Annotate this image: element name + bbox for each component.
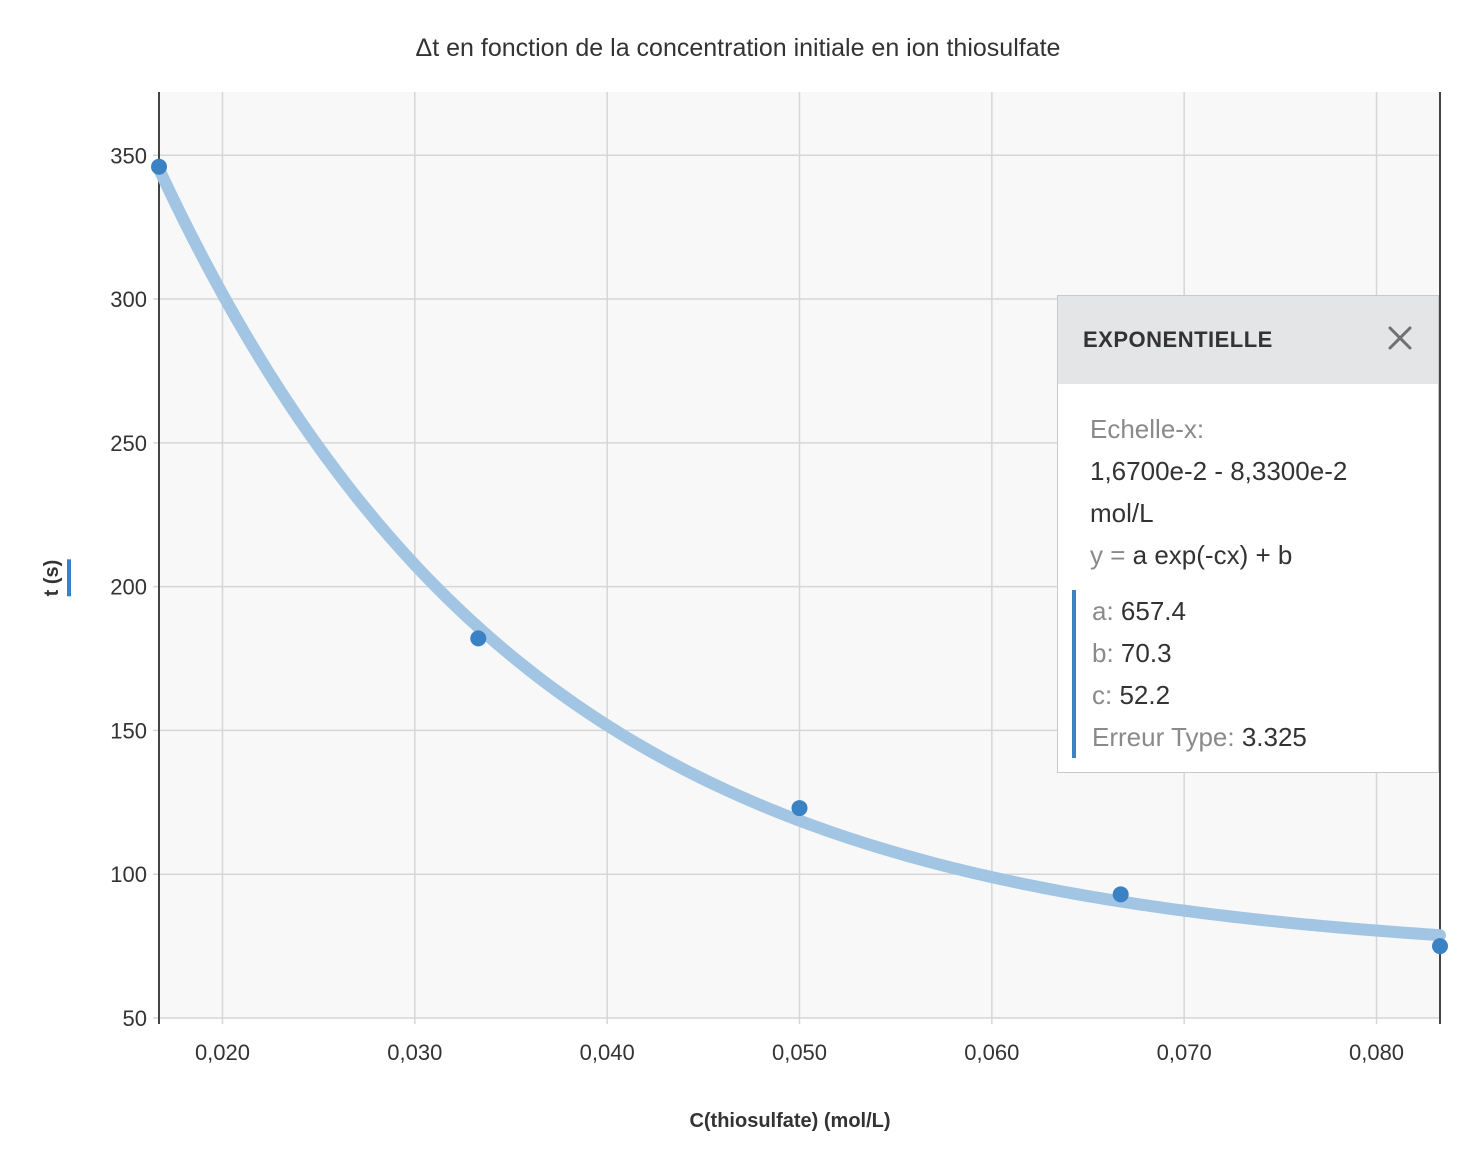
x-tick-label: 0,080 xyxy=(1349,1040,1404,1065)
axes xyxy=(158,92,1441,1024)
chart-title: Δt en fonction de la concentration initi… xyxy=(415,34,1061,62)
x-tick-label: 0,040 xyxy=(580,1040,635,1065)
param-row-error: Erreur Type: 3.325 xyxy=(1092,716,1438,758)
param-value: 657.4 xyxy=(1120,596,1186,626)
fit-equation: y = a exp(-cx) + b xyxy=(1090,534,1438,576)
x-axis-label: C(thiosulfate) (mol/L) xyxy=(689,1110,891,1132)
y-tick-label: 250 xyxy=(110,431,147,456)
y-tick-label: 150 xyxy=(110,718,147,743)
x-tick-label: 0,050 xyxy=(772,1040,827,1065)
param-label: c: xyxy=(1092,680,1113,710)
fit-parameters: a: 657.4 b: 70.3 c: 52.2 Erreur Type: 3.… xyxy=(1072,590,1438,758)
close-icon[interactable] xyxy=(1380,318,1420,358)
y-tick-label: 350 xyxy=(110,143,147,168)
tick-labels: 0,020 0,030 0,040 0,050 0,060 0,070 0,080 50 100… xyxy=(110,143,1404,1065)
data-point xyxy=(1432,938,1448,955)
fit-curve xyxy=(153,162,1446,942)
y-tick-label: 200 xyxy=(110,575,147,600)
y-axis-label: t (s) xyxy=(41,559,71,597)
y-tick-label: 300 xyxy=(110,287,147,312)
param-value: 3.325 xyxy=(1241,722,1307,752)
equation-body: a exp(-cx) + b xyxy=(1132,540,1293,570)
x-tick-label: 0,060 xyxy=(964,1040,1019,1065)
fit-panel-title: EXPONENTIELLE xyxy=(1083,327,1273,352)
param-value: 70.3 xyxy=(1120,638,1172,668)
param-label: a: xyxy=(1092,596,1114,626)
x-tick-label: 0,020 xyxy=(195,1040,250,1065)
x-tick-label: 0,070 xyxy=(1157,1040,1212,1065)
data-point xyxy=(470,630,487,647)
param-row-b: b: 70.3 xyxy=(1092,632,1438,674)
y-tick-label: 50 xyxy=(123,1006,147,1031)
scale-range: 1,6700e-2 - 8,3300e-2 xyxy=(1090,456,1348,486)
fit-panel: EXPONENTIELLE Echelle-x: 1,6700e-2 - 8,3… xyxy=(1057,295,1439,773)
x-tick-label: 0,030 xyxy=(387,1040,442,1065)
y-tick-label: 100 xyxy=(110,862,147,887)
data-point xyxy=(791,800,808,817)
fit-panel-body: Echelle-x: 1,6700e-2 - 8,3300e-2 mol/L y… xyxy=(1058,384,1438,758)
data-points xyxy=(151,158,1448,955)
fit-curve-layer xyxy=(153,162,1446,942)
equation-prefix: y = xyxy=(1090,540,1126,570)
scale-unit: mol/L xyxy=(1090,498,1154,528)
param-row-a: a: 657.4 xyxy=(1092,590,1438,632)
fit-panel-header: EXPONENTIELLE xyxy=(1058,296,1438,384)
param-label: b: xyxy=(1092,638,1114,668)
param-label: Erreur Type: xyxy=(1092,722,1235,752)
param-value: 52.2 xyxy=(1119,680,1171,710)
param-row-c: c: 52.2 xyxy=(1092,674,1438,716)
data-point xyxy=(1112,886,1129,903)
data-point xyxy=(151,158,167,175)
scale-label: Echelle-x: xyxy=(1090,414,1205,444)
